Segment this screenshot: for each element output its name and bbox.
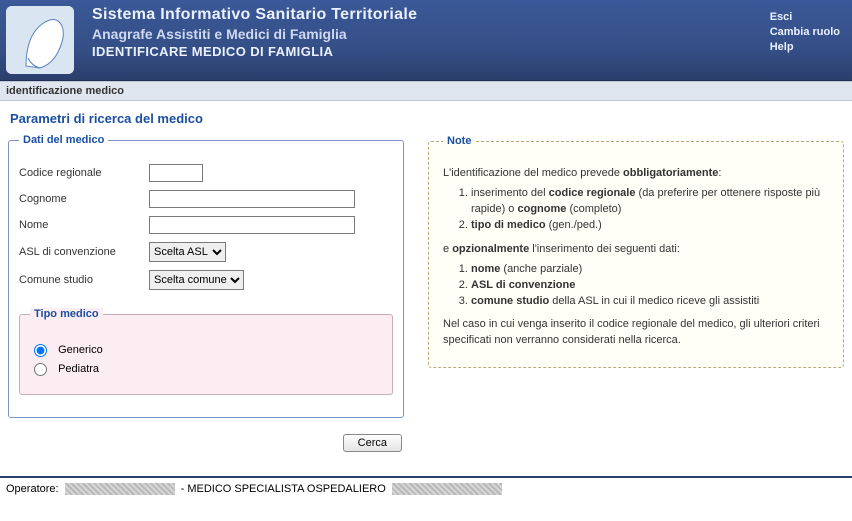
note-optional-3: comune studio della ASL in cui il medico… bbox=[471, 294, 829, 310]
radio-pediatra[interactable] bbox=[34, 363, 47, 376]
footer-role: - MEDICO SPECIALISTA OSPEDALIERO bbox=[181, 483, 386, 495]
note-mandatory-1: inserimento del codice regionale (da pre… bbox=[471, 186, 829, 218]
footer: Operatore: - MEDICO SPECIALISTA OSPEDALI… bbox=[0, 478, 852, 500]
legend-note: Note bbox=[443, 134, 475, 150]
asl-label: ASL di convenzione bbox=[19, 246, 149, 258]
fieldset-dati-medico: Dati del medico Codice regionale Cognome… bbox=[8, 134, 404, 418]
legend-dati: Dati del medico bbox=[19, 134, 108, 146]
header-titles: Sistema Informativo Sanitario Territoria… bbox=[92, 6, 417, 59]
app-header: Sistema Informativo Sanitario Territoria… bbox=[0, 0, 852, 81]
header-title-1: Sistema Informativo Sanitario Territoria… bbox=[92, 6, 417, 24]
comune-select[interactable]: Scelta comune bbox=[149, 270, 244, 290]
cognome-label: Cognome bbox=[19, 193, 149, 205]
button-row: Cerca bbox=[8, 428, 404, 452]
nome-label: Nome bbox=[19, 219, 149, 231]
left-column: Dati del medico Codice regionale Cognome… bbox=[8, 134, 404, 452]
note-mandatory-2: tipo di medico (gen./ped.) bbox=[471, 218, 829, 234]
fieldset-note: Note L'identificazione del medico preved… bbox=[428, 134, 844, 368]
redacted-operator-name bbox=[65, 483, 175, 495]
fieldset-tipo-medico: Tipo medico Generico Pediatra bbox=[19, 308, 393, 395]
cerca-button[interactable]: Cerca bbox=[343, 434, 402, 452]
header-links: Esci Cambia ruolo Help bbox=[770, 10, 840, 55]
note-closing: Nel caso in cui venga inserito il codice… bbox=[443, 317, 829, 349]
asl-select[interactable]: Scelta ASL bbox=[149, 242, 226, 262]
cognome-input[interactable] bbox=[149, 190, 355, 208]
nome-input[interactable] bbox=[149, 216, 355, 234]
link-help[interactable]: Help bbox=[770, 40, 840, 55]
radio-generico[interactable] bbox=[34, 344, 47, 357]
breadcrumb: identificazione medico bbox=[0, 81, 852, 101]
content: Dati del medico Codice regionale Cognome… bbox=[0, 134, 852, 462]
radio-generico-wrapper[interactable]: Generico bbox=[34, 344, 103, 356]
link-esci[interactable]: Esci bbox=[770, 10, 840, 25]
note-optional-1: nome (anche parziale) bbox=[471, 262, 829, 278]
radio-pediatra-wrapper[interactable]: Pediatra bbox=[34, 363, 99, 375]
header-title-2: Anagrafe Assistiti e Medici di Famiglia bbox=[92, 26, 417, 42]
note-optional-list: nome (anche parziale) ASL di convenzione… bbox=[471, 262, 829, 310]
codice-regionale-label: Codice regionale bbox=[19, 167, 149, 179]
note-mandatory-list: inserimento del codice regionale (da pre… bbox=[471, 186, 829, 234]
note-intro: L'identificazione del medico prevede obb… bbox=[443, 166, 829, 182]
radio-generico-label: Generico bbox=[58, 344, 103, 356]
codice-regionale-input[interactable] bbox=[149, 164, 203, 182]
comune-label: Comune studio bbox=[19, 274, 149, 286]
note-optional-2: ASL di convenzione bbox=[471, 278, 829, 294]
link-cambia-ruolo[interactable]: Cambia ruolo bbox=[770, 25, 840, 40]
logo bbox=[6, 6, 74, 74]
legend-tipo: Tipo medico bbox=[30, 308, 103, 320]
note-optional-intro: e opzionalmente l'inserimento dei seguen… bbox=[443, 242, 829, 258]
radio-pediatra-label: Pediatra bbox=[58, 363, 99, 375]
section-title: Parametri di ricerca del medico bbox=[0, 101, 852, 134]
footer-label: Operatore: bbox=[6, 483, 59, 495]
redacted-trailing bbox=[392, 483, 502, 495]
header-title-3: IDENTIFICARE MEDICO DI FAMIGLIA bbox=[92, 44, 417, 59]
right-column: Note L'identificazione del medico preved… bbox=[428, 134, 844, 378]
